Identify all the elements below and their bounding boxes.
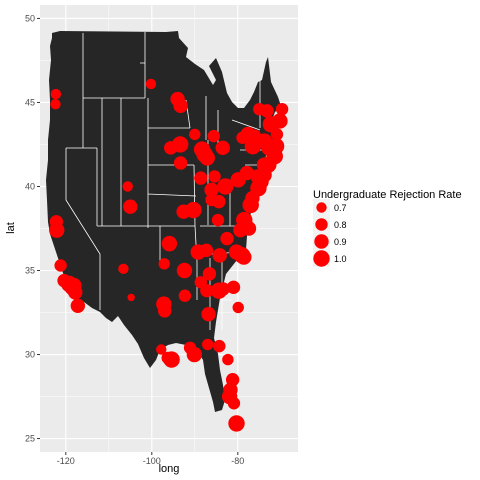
data-point — [123, 199, 138, 214]
data-points — [49, 78, 289, 432]
data-point — [199, 243, 214, 258]
data-point — [260, 104, 274, 118]
data-point — [247, 129, 262, 143]
data-point — [275, 102, 289, 116]
data-point — [230, 172, 246, 188]
legend-key-circle — [313, 250, 330, 267]
data-point — [215, 140, 230, 156]
data-point — [164, 141, 178, 155]
data-point — [202, 338, 214, 351]
y-axis-title: lat — [5, 222, 17, 234]
data-point — [194, 171, 208, 185]
data-point — [208, 170, 221, 183]
data-point — [272, 113, 288, 129]
data-point — [220, 231, 234, 246]
data-point — [173, 156, 188, 170]
state-border — [65, 32, 268, 330]
x-axis-title: long — [159, 463, 180, 475]
data-point — [194, 276, 208, 289]
data-point — [50, 88, 62, 100]
data-point — [204, 182, 219, 198]
y-axis-ticks: 25 30 35 40 45 50 — [25, 13, 40, 444]
data-point — [222, 353, 234, 366]
data-point — [211, 213, 225, 227]
x-tick-label: -80 — [231, 456, 244, 466]
data-point — [228, 415, 245, 432]
data-point — [212, 248, 227, 263]
state-borders — [65, 32, 268, 330]
legend-label: 0.8 — [334, 220, 347, 230]
data-point — [49, 222, 65, 238]
x-axis-ticks: -120 -100 -80 — [57, 452, 244, 466]
y-tick-label: 40 — [25, 181, 35, 191]
data-point — [270, 128, 284, 141]
data-point — [232, 301, 244, 314]
y-tick-label: 35 — [25, 266, 35, 276]
legend: Undergraduate Rejection Rate 0.7 0.8 0.9 1.… — [313, 189, 462, 267]
data-point — [216, 282, 230, 296]
data-point — [212, 194, 226, 209]
data-point — [189, 128, 201, 141]
legend-label: 0.7 — [334, 203, 347, 213]
y-tick-label: 45 — [25, 97, 35, 107]
legend-key-circle — [314, 234, 329, 249]
data-point — [158, 304, 172, 318]
legend-key-circle — [316, 202, 327, 213]
data-point — [122, 181, 133, 192]
data-point — [156, 344, 167, 355]
data-point — [161, 235, 178, 252]
data-point — [207, 129, 220, 143]
x-tick-label: -100 — [143, 456, 161, 466]
legend-label: 1.0 — [334, 254, 347, 264]
legend-label: 0.9 — [334, 237, 347, 247]
y-tick-label: 25 — [25, 434, 35, 444]
data-point — [68, 285, 83, 300]
data-point — [236, 249, 252, 265]
data-point — [50, 98, 61, 110]
data-point — [217, 178, 234, 195]
legend-key-circle — [315, 218, 328, 231]
data-point — [54, 259, 67, 272]
data-point — [236, 131, 249, 144]
data-point — [118, 263, 129, 275]
y-tick-label: 30 — [25, 350, 35, 360]
data-point — [173, 98, 188, 114]
data-point — [183, 341, 197, 355]
data-point — [161, 351, 174, 365]
data-point — [178, 289, 192, 302]
usa-outline — [46, 31, 281, 412]
y-tick-label: 50 — [25, 13, 35, 23]
data-point — [241, 221, 257, 236]
data-point — [227, 397, 241, 410]
data-point — [202, 267, 217, 281]
data-point — [127, 293, 135, 302]
usa-land — [46, 31, 281, 412]
data-point — [199, 150, 215, 166]
legend-keys: 0.7 0.8 0.9 1.0 — [313, 199, 347, 267]
data-point — [185, 201, 202, 219]
data-point — [201, 307, 216, 322]
data-point — [145, 78, 157, 90]
data-point — [176, 262, 193, 279]
data-point — [226, 280, 241, 295]
data-point — [70, 298, 86, 314]
legend-title: Undergraduate Rejection Rate — [313, 189, 462, 201]
data-point — [158, 258, 170, 270]
x-tick-label: -120 — [57, 456, 75, 466]
data-point — [213, 339, 226, 353]
data-point — [265, 140, 281, 156]
